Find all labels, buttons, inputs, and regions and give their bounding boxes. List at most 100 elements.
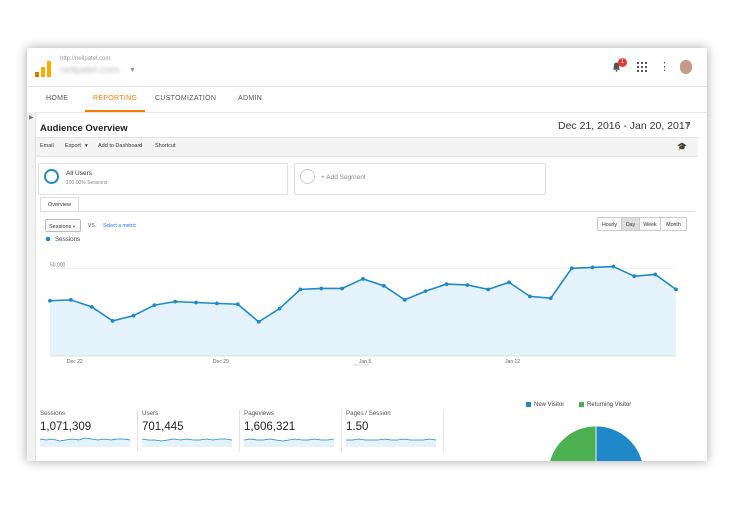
- legend-dot: [45, 236, 51, 242]
- data-point: [319, 286, 324, 291]
- email-button[interactable]: Email: [40, 143, 54, 149]
- series-area: [50, 266, 676, 356]
- sparkline-line: [40, 437, 130, 442]
- empty-segment-ring-icon: [300, 169, 315, 184]
- data-point: [361, 276, 365, 281]
- sparkline: [40, 437, 130, 447]
- analytics-logo-icon[interactable]: [35, 61, 51, 77]
- data-point: [131, 313, 136, 318]
- metric-select[interactable]: Sessions ▾: [45, 219, 81, 232]
- legend-swatch: [579, 402, 584, 407]
- data-point: [423, 289, 428, 294]
- legend-new-visitor: New Visitor: [526, 402, 564, 408]
- vs-label: VS.: [88, 223, 97, 229]
- data-point: [68, 297, 73, 302]
- scorecard-label: Pages / Session: [346, 410, 391, 417]
- chevron-down-icon[interactable]: ▼: [685, 122, 692, 129]
- divider: [40, 211, 695, 212]
- sidebar-toggle[interactable]: ▶: [27, 112, 36, 461]
- graduation-cap-icon[interactable]: 🎓: [677, 142, 687, 151]
- add-to-dashboard-button[interactable]: Add to Dashboard: [98, 143, 143, 149]
- main-nav: HOME REPORTING CUSTOMIZATION ADMIN: [27, 87, 707, 113]
- page-title: Audience Overview: [40, 123, 128, 134]
- scorecard-value: 701,445: [142, 421, 184, 433]
- data-point: [611, 264, 616, 269]
- chevron-down-icon[interactable]: ▼: [129, 67, 136, 74]
- top-bar: http://neilpatel.com neilpatel.com ▼ 1 ⋮: [27, 48, 707, 87]
- data-point: [173, 299, 178, 304]
- scorecard[interactable]: Sessions 1,071,309: [40, 410, 138, 452]
- segment-name: All Users: [66, 170, 93, 177]
- scorecard-label: Users: [142, 410, 159, 417]
- granularity-day[interactable]: Day: [621, 217, 640, 231]
- shortcut-button[interactable]: Shortcut: [155, 143, 176, 149]
- scorecard-value: 1,071,309: [40, 421, 92, 433]
- account-selector[interactable]: neilpatel.com: [60, 65, 119, 76]
- sparkline-area: [142, 439, 232, 447]
- more-vert-icon[interactable]: ⋮: [659, 61, 670, 73]
- scorecard-label: Sessions: [40, 410, 66, 417]
- data-point: [507, 280, 511, 285]
- sparkline: [142, 438, 232, 447]
- scorecard[interactable]: Pageviews 1,606,321: [244, 410, 342, 452]
- data-point: [89, 304, 94, 309]
- granularity-month[interactable]: Month: [660, 217, 687, 231]
- legend-label: Sessions: [55, 236, 80, 243]
- legend-swatch: [526, 402, 531, 407]
- sparkline-line: [142, 438, 232, 442]
- data-point: [110, 319, 115, 323]
- data-point: [674, 287, 678, 292]
- pie-slice: [549, 425, 597, 461]
- metric-select-value: Sessions: [49, 224, 72, 230]
- tab-overview[interactable]: Overview: [40, 197, 79, 213]
- sparkline-area: [244, 439, 334, 447]
- report-content: Audience Overview Dec 21, 2016 - Jan 20,…: [36, 112, 698, 461]
- data-point: [486, 287, 491, 292]
- granularity-week[interactable]: Week: [639, 217, 661, 231]
- legend-returning-visitor: Returning Visitor: [579, 402, 631, 408]
- sparkline-line: [244, 438, 334, 442]
- data-point: [590, 265, 595, 270]
- avatar[interactable]: [680, 60, 692, 74]
- data-point: [298, 287, 303, 292]
- segment-all-users[interactable]: All Users 100.00% Sessions: [38, 163, 288, 195]
- select-a-metric-link[interactable]: Select a metric: [103, 223, 137, 229]
- data-point: [152, 303, 157, 308]
- segment-ring-icon: [44, 169, 59, 184]
- sparkline-area: [40, 438, 130, 447]
- scorecard-value: 1,606,321: [244, 421, 296, 433]
- granularity-hourly[interactable]: Hourly: [597, 217, 622, 231]
- pie-slice: [595, 425, 643, 461]
- tab-admin[interactable]: ADMIN: [238, 95, 263, 102]
- y-tick-label: 50,000: [50, 262, 66, 268]
- scorecard[interactable]: Pages / Session 1.50: [346, 410, 444, 452]
- data-point: [465, 283, 470, 287]
- chart-resize-handle: [353, 363, 369, 366]
- chevron-down-icon[interactable]: ▾: [85, 143, 88, 149]
- data-point: [215, 301, 219, 306]
- data-point: [194, 300, 198, 305]
- tab-customization[interactable]: CUSTOMIZATION: [155, 95, 217, 102]
- x-tick-label: Dec 22: [67, 359, 83, 365]
- tab-home[interactable]: HOME: [46, 95, 69, 102]
- tab-reporting[interactable]: REPORTING: [85, 87, 146, 112]
- export-button[interactable]: Export: [65, 143, 81, 149]
- data-point: [340, 286, 345, 291]
- x-tick-label: Jan 5: [359, 359, 371, 365]
- data-point: [381, 283, 386, 288]
- add-segment-button[interactable]: + Add Segment: [294, 163, 546, 195]
- data-point: [48, 298, 52, 303]
- data-point: [548, 296, 553, 301]
- scorecard-value: 1.50: [346, 421, 369, 433]
- scorecard-label: Pageviews: [244, 410, 274, 417]
- chevron-right-icon: ▶: [29, 115, 34, 121]
- sparkline: [244, 438, 334, 447]
- report-toolbar: Email Export ▾ Add to Dashboard Shortcut…: [36, 137, 698, 157]
- scorecard[interactable]: Users 701,445: [142, 410, 240, 452]
- data-point: [402, 297, 407, 302]
- notification-badge: 1: [618, 58, 627, 67]
- date-range-picker[interactable]: Dec 21, 2016 - Jan 20, 2017: [558, 120, 691, 132]
- data-point: [632, 274, 637, 279]
- apps-grid-icon[interactable]: [637, 62, 647, 72]
